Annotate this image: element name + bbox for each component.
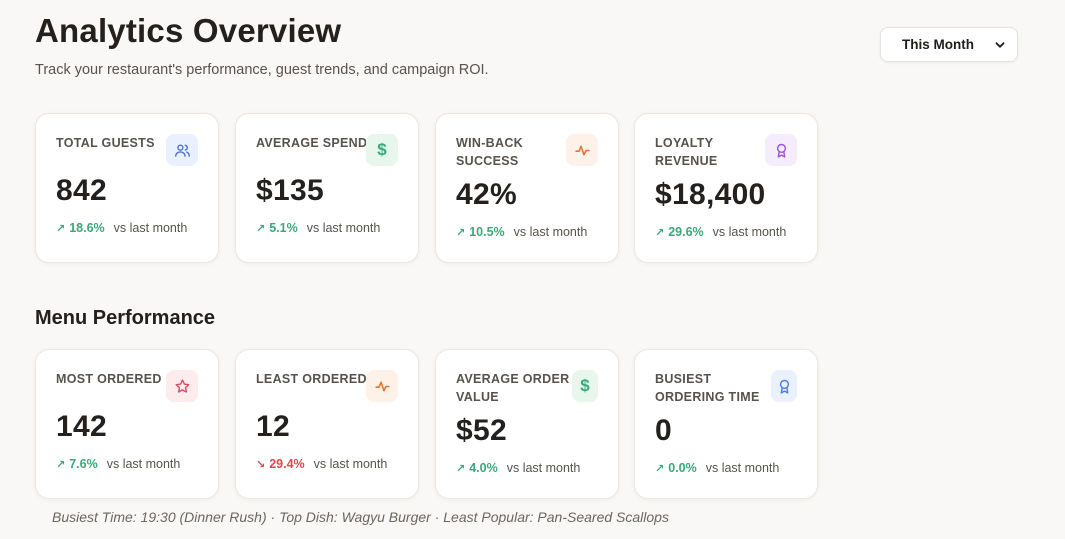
trend-percent: 4.0%	[469, 461, 498, 475]
trend-up-arrow-icon: ↗	[56, 458, 66, 471]
stat-card-label: AVERAGE ORDER VALUE	[456, 372, 570, 404]
trend-percent: 29.4%	[269, 457, 305, 471]
footer-summary-note: Busiest Time: 19:30 (Dinner Rush) · Top …	[52, 509, 669, 525]
trend-comparison: vs last month	[712, 225, 787, 239]
stat-card-value: 42%	[456, 178, 517, 211]
period-select[interactable]: This Month	[880, 27, 1018, 62]
stat-card-label: LEAST ORDERED	[256, 372, 367, 386]
stat-card-trend: ↘ 29.4% vs last month	[256, 457, 387, 471]
chevron-down-icon	[995, 41, 1005, 48]
trend-comparison: vs last month	[506, 461, 581, 475]
stat-card-label: WIN-BACK SUCCESS	[456, 136, 523, 168]
section-title-menu-performance: Menu Performance	[35, 307, 216, 329]
stat-card-loyalty-revenue: LOYALTY REVENUE $18,400 ↗ 29.6% vs last …	[634, 113, 818, 263]
trend-percent: 10.5%	[469, 225, 505, 239]
trend-comparison: vs last month	[106, 457, 181, 471]
trend-percent: 0.0%	[668, 461, 697, 475]
period-select-value: This Month	[902, 37, 974, 52]
trend-percent: 5.1%	[269, 221, 298, 235]
stat-card-win-back-success: WIN-BACK SUCCESS 42% ↗ 10.5% vs last mon…	[435, 113, 619, 263]
trend-comparison: vs last month	[705, 461, 780, 475]
trend-up-arrow-icon: ↗	[456, 226, 466, 239]
stat-card-value: 142	[56, 410, 107, 443]
award-icon	[771, 370, 797, 402]
stat-card-busiest-ordering-time: BUSIEST ORDERING TIME 0 ↗ 0.0% vs last m…	[634, 349, 818, 499]
stat-card-average-order-value: AVERAGE ORDER VALUE $ $52 ↗ 4.0% vs last…	[435, 349, 619, 499]
stat-card-trend: ↗ 29.6% vs last month	[655, 225, 786, 239]
stat-card-value: $52	[456, 414, 507, 447]
stat-card-value: $18,400	[655, 178, 766, 211]
stat-card-value: 0	[655, 414, 672, 447]
stat-card-label: LOYALTY REVENUE	[655, 136, 718, 168]
dollar-icon: $	[366, 134, 398, 166]
star-icon	[166, 370, 198, 402]
stat-card-label: AVERAGE SPEND	[256, 136, 368, 150]
trend-percent: 18.6%	[69, 221, 105, 235]
stat-card-trend: ↗ 18.6% vs last month	[56, 221, 187, 235]
stat-card-total-guests: TOTAL GUESTS 842 ↗ 18.6% vs last month	[35, 113, 219, 263]
activity-icon	[366, 370, 398, 402]
stat-card-average-spend: AVERAGE SPEND $ $135 ↗ 5.1% vs last mont…	[235, 113, 419, 263]
stat-card-least-ordered: LEAST ORDERED 12 ↘ 29.4% vs last month	[235, 349, 419, 499]
trend-up-arrow-icon: ↗	[655, 462, 665, 475]
trend-comparison: vs last month	[113, 221, 188, 235]
trend-percent: 29.6%	[668, 225, 704, 239]
trend-up-arrow-icon: ↗	[456, 462, 466, 475]
dollar-icon: $	[572, 370, 598, 402]
stat-card-trend: ↗ 4.0% vs last month	[456, 461, 580, 475]
stat-card-trend: ↗ 10.5% vs last month	[456, 225, 587, 239]
trend-comparison: vs last month	[513, 225, 588, 239]
page-subtitle: Track your restaurant's performance, gue…	[35, 62, 489, 78]
trend-up-arrow-icon: ↗	[256, 222, 266, 235]
trend-comparison: vs last month	[313, 457, 388, 471]
activity-icon	[566, 134, 598, 166]
trend-up-arrow-icon: ↗	[56, 222, 66, 235]
stat-card-label: BUSIEST ORDERING TIME	[655, 372, 760, 404]
stat-card-trend: ↗ 7.6% vs last month	[56, 457, 180, 471]
stat-card-value: 12	[256, 410, 290, 443]
users-icon	[166, 134, 198, 166]
stat-card-label: MOST ORDERED	[56, 372, 162, 386]
trend-comparison: vs last month	[306, 221, 381, 235]
trend-down-arrow-icon: ↘	[256, 458, 266, 471]
stat-card-trend: ↗ 0.0% vs last month	[655, 461, 779, 475]
page-title: Analytics Overview	[35, 12, 342, 49]
stat-card-trend: ↗ 5.1% vs last month	[256, 221, 380, 235]
stat-card-value: 842	[56, 174, 107, 207]
trend-percent: 7.6%	[69, 457, 98, 471]
award-icon	[765, 134, 797, 166]
stat-card-most-ordered: MOST ORDERED 142 ↗ 7.6% vs last month	[35, 349, 219, 499]
trend-up-arrow-icon: ↗	[655, 226, 665, 239]
stat-card-value: $135	[256, 174, 324, 207]
stat-card-label: TOTAL GUESTS	[56, 136, 155, 150]
